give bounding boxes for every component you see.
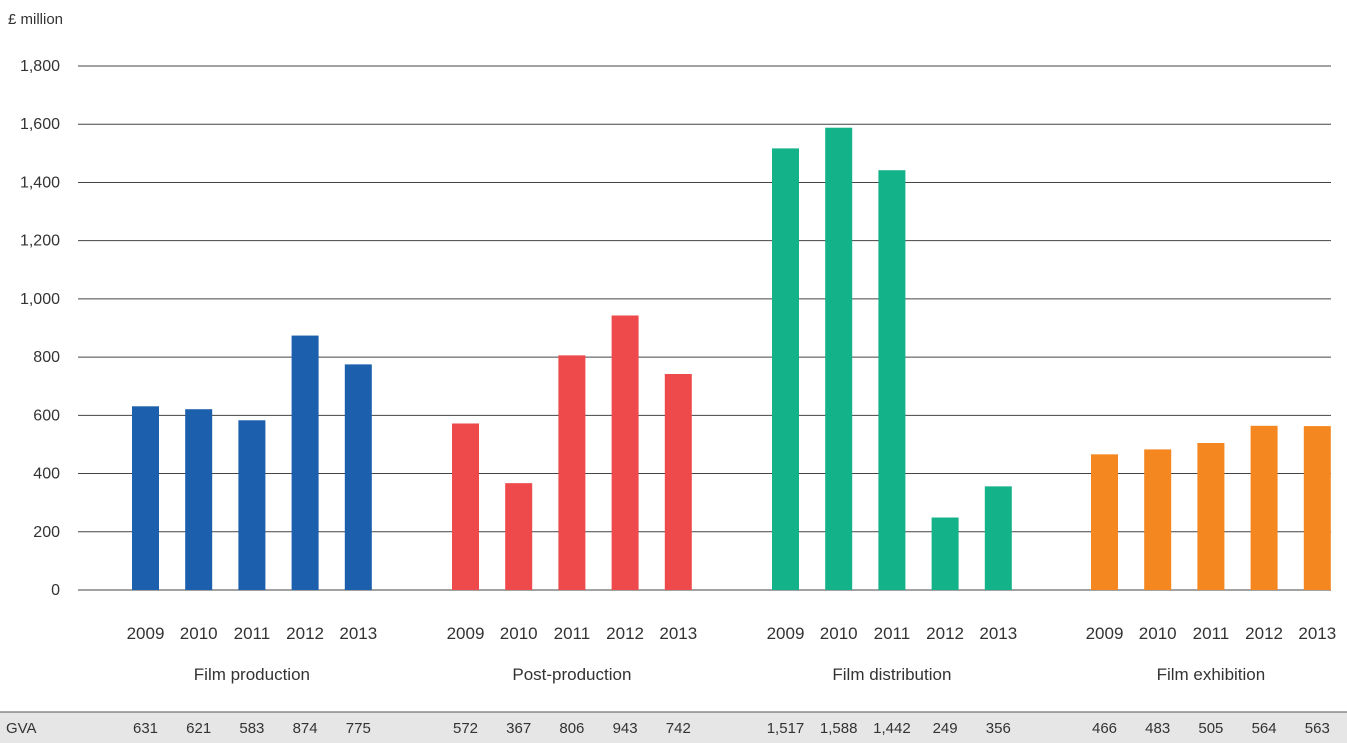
x-tick-label: 2011 <box>234 624 271 643</box>
x-tick-label: 2013 <box>659 624 697 643</box>
y-tick-label: 200 <box>33 524 60 541</box>
table-value: 775 <box>346 720 371 737</box>
y-tick-label: 400 <box>33 466 60 483</box>
table-value: 249 <box>933 720 958 737</box>
table-value: 874 <box>293 720 318 737</box>
bar <box>1144 449 1172 590</box>
gva-data-table: GVA 631 621 583 874 775 572 367 806 943 742 1,517 1… <box>0 711 1347 743</box>
x-tick-labels: 2009 2010 2011 2012 2013 2009 2010 2011 2012 2013… <box>127 624 1337 643</box>
bar <box>185 409 213 590</box>
bar <box>291 335 319 590</box>
table-value: 483 <box>1145 720 1170 737</box>
bar <box>452 423 479 590</box>
group-labels: Film production Post-production Film distr… <box>194 665 1265 684</box>
group-label: Film distribution <box>832 665 951 684</box>
bar <box>1091 454 1118 590</box>
x-tick-label: 2010 <box>820 624 858 643</box>
bars <box>132 127 1331 591</box>
table-value: 466 <box>1092 720 1117 737</box>
x-tick-label: 2013 <box>339 624 377 643</box>
table-value: 1,517 <box>767 720 805 737</box>
gridlines <box>78 65 1331 591</box>
bar <box>611 315 639 590</box>
table-row-label: GVA <box>6 720 37 737</box>
bar <box>931 517 959 590</box>
table-value: 1,588 <box>820 720 858 737</box>
table-value: 621 <box>186 720 211 737</box>
x-tick-label: 2011 <box>554 624 591 643</box>
bar <box>1197 442 1225 590</box>
table-value: 563 <box>1305 720 1330 737</box>
x-tick-label: 2012 <box>926 624 964 643</box>
x-tick-label: 2013 <box>1298 624 1336 643</box>
bar <box>825 127 853 591</box>
table-value: 742 <box>666 720 691 737</box>
table-value: 356 <box>986 720 1011 737</box>
x-tick-label: 2009 <box>1086 624 1124 643</box>
bar <box>772 148 799 590</box>
bar <box>1303 426 1331 590</box>
table-value: 564 <box>1252 720 1277 737</box>
table-row-background <box>0 712 1347 743</box>
table-value: 367 <box>506 720 531 737</box>
y-axis-label: £ million <box>8 11 63 28</box>
group-label: Film exhibition <box>1157 665 1266 684</box>
x-tick-label: 2010 <box>1139 624 1177 643</box>
y-tick-labels: 0 200 400 600 800 1,000 1,200 1,400 1,600 1,800 <box>20 58 60 599</box>
bar <box>132 406 159 590</box>
bar <box>984 486 1012 590</box>
y-tick-label: 1,600 <box>20 116 60 133</box>
y-tick-label: 1,200 <box>20 233 60 250</box>
x-tick-label: 2010 <box>180 624 218 643</box>
table-value: 572 <box>453 720 478 737</box>
bar <box>505 483 533 590</box>
table-value: 583 <box>239 720 264 737</box>
x-tick-label: 2011 <box>874 624 911 643</box>
y-tick-label: 1,800 <box>20 58 60 75</box>
x-tick-label: 2011 <box>1193 624 1230 643</box>
table-value: 943 <box>613 720 638 737</box>
bar <box>664 373 692 590</box>
bar <box>344 364 372 590</box>
table-value: 1,442 <box>873 720 911 737</box>
table-value: 505 <box>1198 720 1223 737</box>
x-tick-label: 2009 <box>127 624 165 643</box>
group-label: Post-production <box>512 665 631 684</box>
bar <box>558 355 586 590</box>
group-label: Film production <box>194 665 310 684</box>
x-tick-label: 2012 <box>606 624 644 643</box>
x-tick-label: 2012 <box>286 624 324 643</box>
x-tick-label: 2009 <box>767 624 805 643</box>
x-tick-label: 2010 <box>500 624 538 643</box>
y-tick-label: 0 <box>51 582 60 599</box>
table-value: 806 <box>559 720 584 737</box>
table-values: 631 621 583 874 775 572 367 806 943 742 1,517 1,588… <box>133 720 1330 737</box>
x-tick-label: 2013 <box>979 624 1017 643</box>
table-value: 631 <box>133 720 158 737</box>
x-tick-label: 2012 <box>1245 624 1283 643</box>
y-tick-label: 800 <box>33 349 60 366</box>
y-tick-label: 600 <box>33 407 60 424</box>
y-tick-label: 1,400 <box>20 174 60 191</box>
bar <box>238 420 266 590</box>
y-tick-label: 1,000 <box>20 291 60 308</box>
bar <box>1250 425 1278 590</box>
x-tick-label: 2009 <box>447 624 485 643</box>
bar <box>878 170 906 590</box>
